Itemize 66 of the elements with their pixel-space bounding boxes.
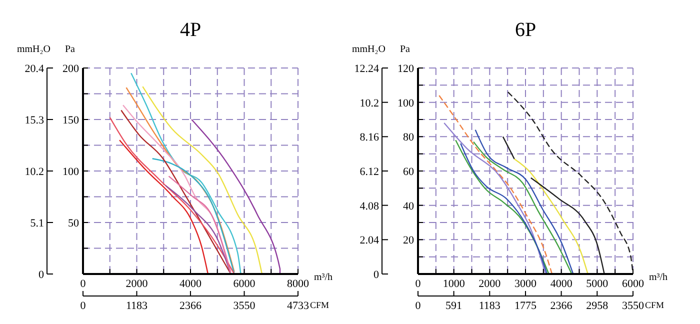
y-axis-title: Pa — [400, 44, 411, 55]
y2-tick-label: 8.16 — [360, 132, 380, 144]
line-series — [444, 122, 546, 275]
line-series — [152, 158, 235, 275]
x2-tick-label: 0 — [415, 300, 422, 312]
x-tick-label: 0 — [80, 278, 86, 290]
y2-tick-label: 4.08 — [360, 200, 380, 212]
x2-tick-label: 0 — [80, 300, 86, 312]
x-axis-title: m³/h — [649, 272, 668, 283]
x2-tick-label: 1183 — [126, 300, 148, 312]
x-tick-label: 2000 — [478, 278, 502, 290]
x2-tick-label: 1775 — [514, 300, 537, 312]
x-axis-title: m³/h — [314, 272, 333, 283]
y-tick-label: 150 — [62, 114, 80, 126]
x-tick-label: 8000 — [287, 278, 310, 290]
chart-title: 6P — [514, 19, 536, 41]
x2-axis-title: CFM — [645, 300, 664, 310]
y2-tick-label: 6.12 — [360, 166, 379, 178]
y-tick-label: 40 — [403, 200, 414, 212]
x-tick-label: 4000 — [180, 278, 202, 290]
x2-tick-label: 591 — [446, 300, 462, 312]
line-series — [118, 140, 209, 275]
x2-tick-label: 3550 — [233, 300, 256, 312]
y-tick-label: 100 — [62, 166, 80, 178]
y2-tick-label: 10.2 — [24, 166, 44, 178]
y2-axis-title: mmH₂O — [352, 44, 386, 55]
x-tick-label: 6000 — [233, 278, 256, 290]
line-series — [130, 72, 242, 275]
y-tick-label: 60 — [403, 166, 414, 178]
line-series — [109, 116, 235, 275]
line-series — [530, 177, 605, 275]
x-tick-label: 1000 — [442, 278, 466, 290]
y2-tick-label: 5.1 — [30, 218, 44, 230]
y2-tick-label: 10.2 — [360, 97, 379, 110]
x2-tick-label: 4733 — [287, 300, 310, 312]
y-tick-label: 50 — [68, 218, 80, 230]
chart-title: 4P — [180, 19, 202, 41]
y2-tick-label: 0 — [38, 269, 44, 281]
y2-tick-label: 2.04 — [360, 234, 380, 247]
x-tick-label: 5000 — [586, 278, 609, 290]
y-tick-label: 120 — [398, 63, 414, 75]
y2-tick-label: 0 — [374, 269, 380, 281]
x2-tick-label: 1183 — [478, 300, 501, 312]
y-axis-title: Pa — [65, 44, 76, 55]
x-tick-label: 2000 — [126, 278, 148, 290]
x2-axis-title: CFM — [310, 300, 330, 310]
x2-tick-label: 2958 — [586, 300, 609, 312]
y-tick-label: 100 — [398, 97, 414, 110]
x2-tick-label: 2366 — [550, 300, 573, 312]
line-series — [190, 118, 281, 275]
x-tick-label: 3000 — [514, 278, 537, 290]
line-series — [438, 94, 553, 275]
y-tick-label: 80 — [403, 132, 414, 144]
y2-axis-title: mmH₂O — [17, 44, 50, 55]
line-series — [514, 158, 588, 275]
x-tick-label: 4000 — [550, 278, 573, 290]
x2-tick-label: 2366 — [179, 300, 202, 312]
y-tick-label: 20 — [403, 234, 414, 247]
y2-tick-label: 15.3 — [24, 114, 44, 126]
x-tick-label: 0 — [415, 278, 422, 290]
line-series — [142, 86, 263, 275]
y2-tick-label: 20.4 — [24, 63, 44, 75]
x-tick-label: 6000 — [622, 278, 644, 290]
y2-tick-label: 12.24 — [354, 63, 380, 75]
x2-tick-label: 3550 — [622, 300, 644, 312]
y-tick-label: 200 — [62, 63, 80, 75]
